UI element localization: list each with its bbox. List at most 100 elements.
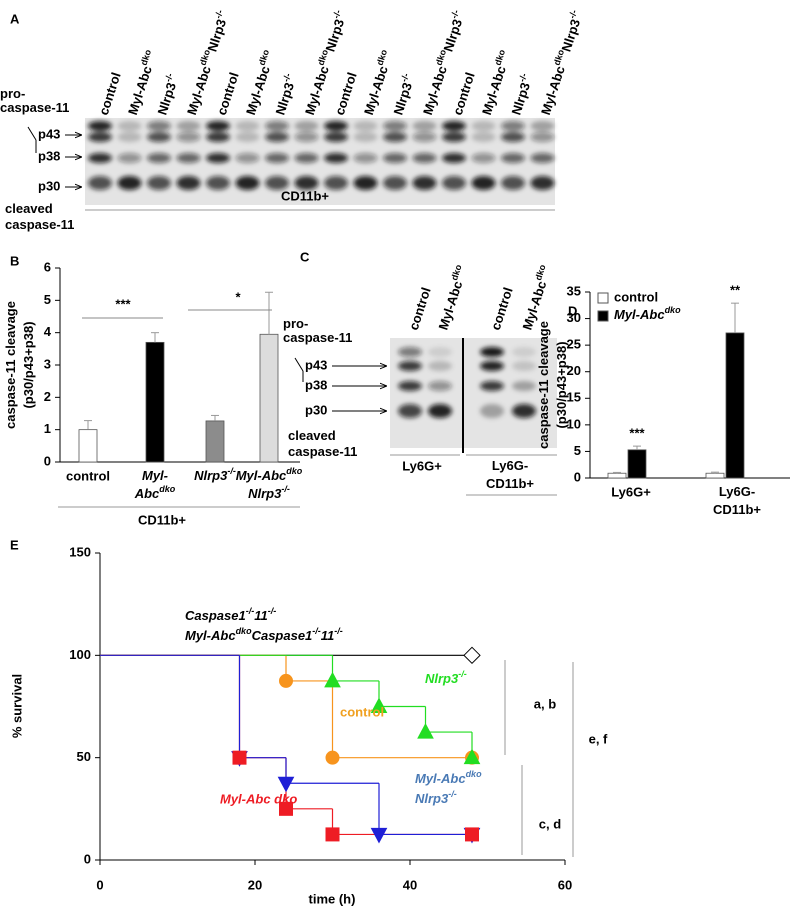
band-label: cleaved: [5, 201, 53, 216]
superscript: -/-: [567, 9, 579, 20]
bar: [259, 333, 279, 463]
text-part: Myl-Abc: [415, 771, 466, 786]
text-part: Myl-Abc: [614, 307, 665, 322]
text-part: Myl-Abc: [184, 64, 214, 117]
band: [117, 132, 142, 142]
band: [353, 176, 378, 190]
band-label: pro-: [283, 316, 308, 331]
band: [398, 361, 422, 371]
bar: [78, 429, 98, 463]
lane-label: Nlrp3-/-: [389, 72, 418, 117]
superscript: dko: [493, 48, 508, 67]
superscript: dko: [375, 48, 390, 67]
band-label: p38: [305, 377, 327, 392]
band: [442, 153, 466, 163]
band: [147, 153, 171, 163]
band: [235, 176, 260, 190]
bar: [607, 472, 627, 479]
x-tick-label: 40: [403, 877, 417, 892]
band: [471, 132, 496, 142]
band: [471, 153, 496, 163]
group-label: Ly6G-: [492, 458, 528, 473]
error-bar: [613, 471, 621, 474]
text-part: Abc: [134, 486, 160, 501]
band: [353, 153, 378, 163]
band: [176, 153, 201, 163]
text-part: Myl-Abc: [125, 64, 155, 117]
text-part: Nlrp3: [194, 468, 228, 483]
superscript: dko: [534, 263, 549, 282]
band: [324, 176, 348, 190]
text-part: Nlrp3: [155, 81, 180, 117]
error-bar: [731, 302, 739, 333]
marker: [463, 646, 481, 665]
band: [176, 121, 201, 131]
band: [428, 404, 452, 418]
marker: [325, 750, 340, 765]
superscript: -/-: [399, 72, 411, 83]
marker: [232, 750, 247, 765]
x-tick-label: CD11b+: [713, 502, 761, 517]
lane-label: control: [214, 70, 242, 117]
band-bracket: [27, 126, 37, 141]
y-tick-label: 10: [567, 416, 581, 431]
band: [88, 121, 112, 131]
series-label: Caspase1-/-11-/-: [185, 606, 276, 623]
lane-label: Myl-Abcdko: [123, 48, 160, 117]
text-part: pro-: [0, 86, 25, 101]
superscript: dko: [159, 484, 176, 494]
band: [206, 153, 230, 163]
marker: [324, 671, 341, 688]
band: [235, 153, 260, 163]
band: [530, 132, 555, 142]
text-part: CD11b+: [713, 502, 761, 517]
lane-label: Myl-AbcdkoNlrp3-/-: [536, 9, 586, 117]
y-tick-label: 25: [567, 337, 581, 352]
superscript: -/-: [227, 466, 236, 476]
x-tick-label: Abcdko: [134, 484, 176, 501]
text-part: Nlrp3: [391, 81, 416, 117]
band: [512, 361, 536, 371]
marker: [370, 697, 388, 713]
y-tick-label: 15: [567, 390, 581, 405]
superscript: dko: [139, 48, 154, 67]
band: [480, 347, 504, 357]
text-part: Nlrp3: [559, 17, 584, 53]
band: [383, 153, 407, 163]
band: [324, 153, 348, 163]
series-label: Myl-Abcdko: [415, 769, 482, 786]
text-part: caspase-11: [0, 100, 69, 115]
text-part: Myl-Abc: [302, 64, 332, 117]
y-tick-label: 100: [69, 647, 91, 662]
y-axis-label: % survival: [9, 674, 24, 738]
superscript: dko: [552, 48, 567, 67]
blot-bands: [88, 121, 555, 190]
band: [206, 176, 230, 190]
error-bar: [151, 332, 159, 343]
band: [176, 176, 201, 190]
band: [442, 176, 466, 190]
band: [383, 132, 407, 142]
text-part: caspase-11: [5, 217, 74, 232]
bar: [705, 472, 725, 479]
y-tick-label: 5: [44, 292, 51, 307]
superscript: -/-: [281, 484, 290, 494]
text-part: caspase-11 cleavage: [3, 301, 18, 429]
band: [117, 176, 142, 190]
text-part: Nlrp3: [425, 671, 459, 686]
band: [88, 176, 112, 190]
y-tick-label: 50: [77, 749, 91, 764]
lane-label: Nlrp3-/-: [153, 72, 182, 117]
blot-bands: [398, 347, 536, 418]
band: [398, 347, 422, 357]
superscript: dko: [236, 626, 253, 636]
y-tick-label: 4: [44, 324, 52, 339]
y-tick-label: 6: [44, 259, 51, 274]
panel-label: B: [10, 253, 19, 268]
text-part: Nlrp3: [323, 17, 348, 53]
band: [324, 132, 348, 142]
text-part: Nlrp3: [441, 17, 466, 53]
x-tick-label: 0: [96, 877, 103, 892]
band-label: caspase-11: [0, 100, 69, 115]
legend-label: control: [614, 289, 658, 304]
